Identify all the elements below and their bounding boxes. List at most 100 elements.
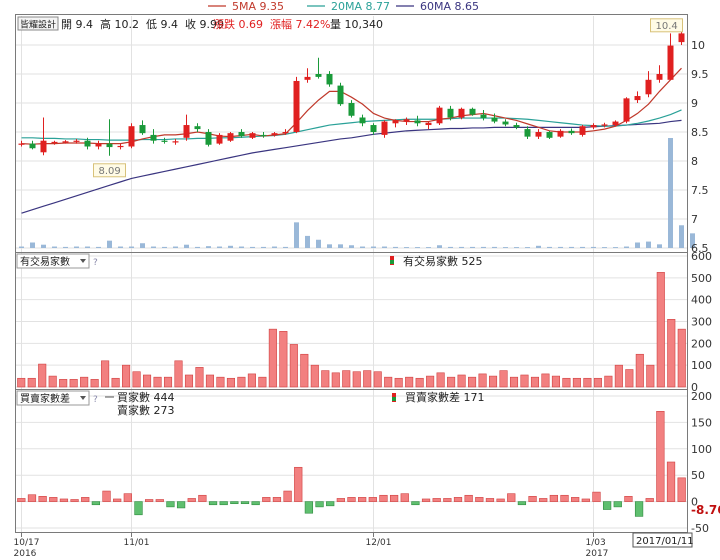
candle-body xyxy=(51,141,58,144)
candle-body xyxy=(40,140,47,153)
volume-bar xyxy=(250,246,255,248)
traders-tick-label: 400 xyxy=(691,294,712,307)
candle-body xyxy=(546,132,553,138)
candle-body xyxy=(601,124,608,126)
x-tick-label: 10/17 xyxy=(14,538,40,548)
volume-bar xyxy=(393,246,398,248)
chevron-down-icon[interactable] xyxy=(80,259,86,263)
volume-bar xyxy=(470,246,475,248)
diff-bar xyxy=(283,490,292,502)
traders-help-icon[interactable]: ? xyxy=(93,258,98,268)
candle-body xyxy=(370,125,377,132)
volume-bar xyxy=(184,244,189,248)
diff-bar xyxy=(368,497,377,502)
traders-bar xyxy=(656,272,665,388)
candle-body xyxy=(205,132,212,145)
candle-body xyxy=(62,141,69,143)
traders-tick-label: 600 xyxy=(691,250,712,263)
traders-bar xyxy=(216,376,225,388)
candle-body xyxy=(612,121,619,126)
traders-bar xyxy=(342,370,351,388)
diff-header: 買賣家數差 ? 買家數 444 賣家數 273 買賣家數差 171 xyxy=(16,390,485,417)
candle-body xyxy=(480,114,487,119)
diff-bars xyxy=(17,411,686,517)
traders-bar xyxy=(363,370,372,388)
price-tick-label: 10 xyxy=(691,39,705,52)
traders-bar xyxy=(321,370,330,388)
traders-bar xyxy=(90,379,99,388)
volume-bar xyxy=(162,246,167,248)
traders-bar xyxy=(426,375,435,388)
candle-body xyxy=(359,117,366,124)
traders-bar xyxy=(405,376,414,388)
candle-body xyxy=(502,121,509,125)
volume-bar xyxy=(690,233,695,248)
traders-bar xyxy=(635,353,644,388)
diff-bar xyxy=(91,501,101,506)
volume-bar xyxy=(679,225,684,248)
chevron-down-icon[interactable] xyxy=(80,396,86,400)
traders-bar xyxy=(101,360,110,388)
volume-bar xyxy=(602,247,607,248)
traders-bar xyxy=(468,376,477,388)
diff-bar xyxy=(624,496,633,502)
diff-bar xyxy=(571,497,580,502)
diff-bar xyxy=(592,491,601,502)
volume-bar xyxy=(349,245,354,248)
traders-bar xyxy=(488,375,498,388)
diff-bar xyxy=(400,493,409,502)
traders-selector[interactable] xyxy=(16,253,90,269)
candle-body xyxy=(282,132,289,134)
diff-bar xyxy=(432,498,441,502)
traders-bar xyxy=(279,331,288,388)
diff-bar xyxy=(113,498,122,502)
traders-bar xyxy=(48,375,57,388)
price-tick-label: 8.5 xyxy=(691,126,709,139)
ohlc-text: 開 9.4 高 10.2 低 9.4 收 9.99 xyxy=(61,17,224,31)
traders-bar xyxy=(258,376,267,388)
traders-tick-label: 500 xyxy=(691,272,712,285)
price-tick-label: 7 xyxy=(691,213,698,226)
candle-body xyxy=(29,143,36,149)
candle-body xyxy=(271,133,278,136)
traders-value-label: 有交易家數 525 xyxy=(403,254,483,268)
candle-body xyxy=(535,132,542,137)
candle-body xyxy=(524,129,531,137)
candle-body xyxy=(348,103,355,116)
traders-bar xyxy=(646,364,655,388)
traders-bar xyxy=(226,377,235,388)
diff-bar xyxy=(560,494,569,502)
volume-bar xyxy=(459,246,464,248)
volume-text: 量 10,340 xyxy=(330,18,383,31)
volume-bar xyxy=(107,240,112,248)
traders-tick-label: 200 xyxy=(691,337,712,350)
traders-tick-label: 100 xyxy=(691,359,712,372)
traders-bar xyxy=(593,377,602,388)
candle-body xyxy=(557,130,564,137)
stock-name-box[interactable] xyxy=(17,16,59,31)
volume-bar xyxy=(569,246,574,248)
volume-bar xyxy=(635,242,640,248)
candle-body xyxy=(392,120,399,124)
diff-bar xyxy=(272,497,282,502)
diff-help-icon[interactable]: ? xyxy=(93,395,98,405)
diff-bar xyxy=(421,498,431,502)
diff-bar xyxy=(123,493,132,502)
x-tick-year-label: 2016 xyxy=(14,549,37,559)
candle-body xyxy=(403,119,410,122)
candle-body xyxy=(315,74,322,77)
diff-value-swatch-2 xyxy=(392,397,396,401)
price-panel-frame xyxy=(15,14,688,253)
traders-bar xyxy=(394,377,403,388)
diff-bar xyxy=(102,490,111,502)
diff-tick-label: 0 xyxy=(691,496,698,509)
diff-bar xyxy=(613,501,622,508)
candle-body xyxy=(128,126,135,147)
diff-selector[interactable] xyxy=(16,390,90,406)
price-tick-label: 6.5 xyxy=(691,242,709,255)
candle-body xyxy=(161,140,168,142)
diff-bar xyxy=(443,498,452,502)
diff-tick-label: 50 xyxy=(691,469,705,482)
traders-bar xyxy=(541,373,550,388)
